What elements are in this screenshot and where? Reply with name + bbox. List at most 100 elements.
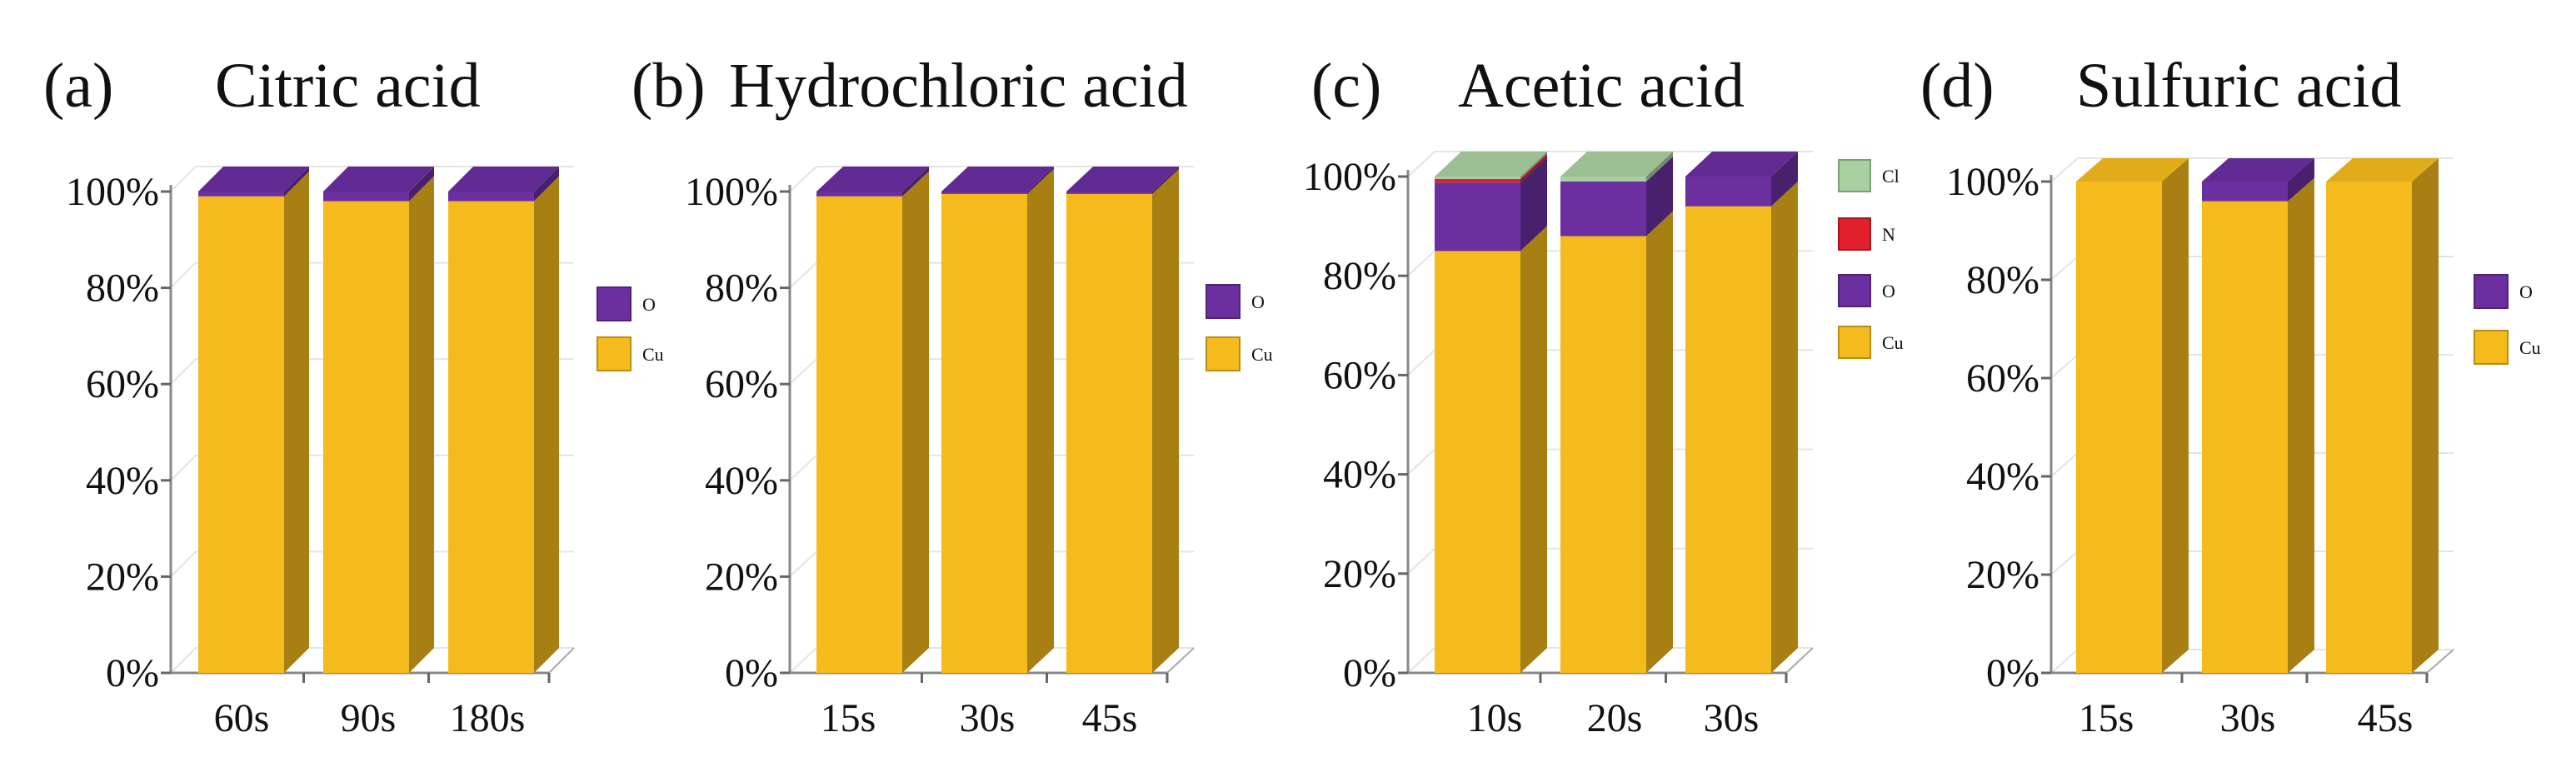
panel-a-bar-60s-O-top [198,167,309,192]
panel-c-legend-label-Cl: Cl [1882,166,1900,187]
panel-c-bar-30s-O-side [1771,152,1798,207]
panel-a-gridline-side [170,358,197,385]
panel-b-bar-15s-O-side [902,167,929,197]
panel-a-gridline-side [170,455,197,481]
panel-c-bar-20s-Cu-side [1646,211,1673,673]
panel-a-floor-edge [548,647,575,674]
panel-b-bar-15s-Cu-side [902,171,929,673]
panel-b-bar-30s-O-side [1027,167,1054,194]
panel-b-bar-45s-O-side [1152,167,1179,194]
panel-a-gridline-side [170,647,197,674]
panel-c-x-label-30s: 30s [1704,696,1760,740]
panel-a-gridline-side [170,550,197,578]
panel-a-y-tick-label: 20% [86,555,159,599]
panel-d-y-tick-label: 0% [1986,651,2039,695]
panel-a-y-tick-label: 40% [86,459,159,503]
panel-c-letter: (c) [1311,51,1381,121]
panel-c-gridline-side [1407,349,1435,376]
panel-a-letter: (a) [43,51,113,121]
panel-c-y-tick-label: 100% [1303,155,1396,199]
panel-a-legend-label-O: O [642,294,656,315]
panel-d-bar-30s-Cu-side [2288,177,2314,674]
panel-c-title: Acetic acid [1458,51,1745,121]
panel-b-y-tick-label: 60% [705,362,778,406]
panel-d-chart: 0% 20% 40% 60% 80% 100% 15s 30s 45s O Cu [1946,157,2541,740]
panel-b-bar-45s-O-front [1066,192,1152,194]
panel-c-legend-label-O: O [1882,281,1895,301]
panel-b-hydrochloric-acid: (b) Hydrochloric acid 0% 20% 40% 60% 80% 100%… [632,51,1273,740]
panel-a-bar-60s-Cu-side [284,171,309,673]
panel-c-gridline-side [1407,448,1435,476]
panel-d-legend-label-O: O [2519,281,2533,302]
panel-d-bar-30s-Cu-front [2202,201,2288,674]
panel-d-bar-30s-O-side [2288,158,2314,202]
panel-d-legend-swatch-Cu [2474,330,2509,365]
panel-c-legend-swatch-Cu [1838,326,1871,359]
panel-d-x-label-45s: 45s [2358,696,2414,740]
panel-c-bar-10s-Cl-top [1435,152,1547,177]
panel-d-y-tick-label: 20% [1966,553,2039,597]
panel-b-bar-30s-O-top [941,167,1054,192]
panel-d-bar-30s-O-top [2202,158,2314,182]
panel-d-floor-edge [2426,649,2454,674]
panel-b-bar-45s-Cu-side [1152,168,1179,673]
panel-b-y-tick-label: 80% [705,266,778,311]
panel-c-bar-30s-O-front [1685,177,1771,207]
panel-d-y-tick-label: 60% [1966,356,2039,401]
panel-d-y-tick-label: 80% [1966,258,2039,302]
panel-c-y-tick-label: 60% [1323,353,1396,397]
panel-c-gridline-side [1407,647,1435,674]
panel-c-bar-10s-Cu-front [1435,251,1520,673]
panel-c-legend-label-N: N [1882,224,1895,245]
panel-c-chart: 0% 20% 40% 60% 80% 100% 10s 20s 30s Cl N O Cu [1303,151,1904,740]
panel-b-y-tick-label: 100% [685,170,778,214]
panel-c-bar-30s-Cu-front [1685,206,1771,673]
panel-a-chart: 0% 20% 40% 60% 80% 100% 60s 90s 180s O Cu [66,166,664,740]
panel-d-x-label-30s: 30s [2220,696,2276,740]
panel-d-bar-45s-Cu-side [2412,158,2439,673]
panel-c-legend-swatch-N [1838,217,1871,251]
panel-c-gridline-side [1407,548,1435,575]
panel-a-bar-90s-Cu-side [409,176,434,673]
panel-c-bar-10s-N-front [1435,178,1520,183]
panel-c-bar-20s-Cu-front [1560,236,1646,673]
panel-d-bar-15s-Cu-top [2076,158,2189,182]
panel-d-legend-label-Cu: Cu [2519,337,2541,358]
panel-a-y-tick-label: 0% [106,651,159,695]
panel-d-bar-15s-Cu-front [2076,182,2162,673]
panel-b-legend-label-Cu: Cu [1251,344,1273,365]
panel-a-y-tick-label: 100% [66,170,159,214]
panel-a-x-label-180s: 180s [450,696,526,740]
panel-b-bar-45s-O-top [1066,167,1179,192]
panel-b-x-label-30s: 30s [960,696,1016,740]
panel-d-gridline-side [2050,157,2079,182]
panel-a-bar-180s-O-side [534,167,559,202]
panel-c-y-tick-label: 80% [1323,254,1396,298]
panel-c-bar-20s-O-side [1646,156,1673,237]
panel-b-bar-30s-Cu-front [941,193,1027,673]
panel-a-title: Citric acid [215,51,481,121]
panel-d-gridline-side [2050,649,2079,674]
panel-c-bar-10s-O-front [1435,182,1520,252]
panel-c-bar-30s-O-top [1685,152,1798,177]
panel-c-y-tick-label: 20% [1323,552,1396,596]
panel-c-bar-20s-O-front [1560,181,1646,237]
panel-d-sulfuric-acid: (d) Sulfuric acid 0% 20% 40% 60% 80% 100% 15s 3… [1920,51,2541,740]
panel-d-y-tick-label: 40% [1966,455,2039,499]
panel-c-bar-30s-Cu-side [1771,181,1798,673]
panel-b-title: Hydrochloric acid [729,51,1188,121]
panel-b-x-label-15s: 15s [821,696,876,740]
panel-b-gridline-side [789,166,817,192]
panel-a-bar-180s-Cu-front [448,201,534,673]
panel-d-legend-swatch-O [2474,274,2509,309]
panel-a-gridline-side [170,261,197,289]
panel-a-bar-90s-O-front [323,192,409,202]
panel-b-bar-30s-O-front [941,192,1027,194]
panel-c-bar-20s-Cl-front [1560,177,1646,182]
panel-a-gridline-side [170,166,197,192]
panel-a-x-label-90s: 90s [341,696,397,740]
panel-c-legend-swatch-Cl [1838,159,1871,192]
panel-c-y-tick-label: 0% [1343,651,1396,695]
panel-a-bar-60s-Cu-front [198,196,284,673]
